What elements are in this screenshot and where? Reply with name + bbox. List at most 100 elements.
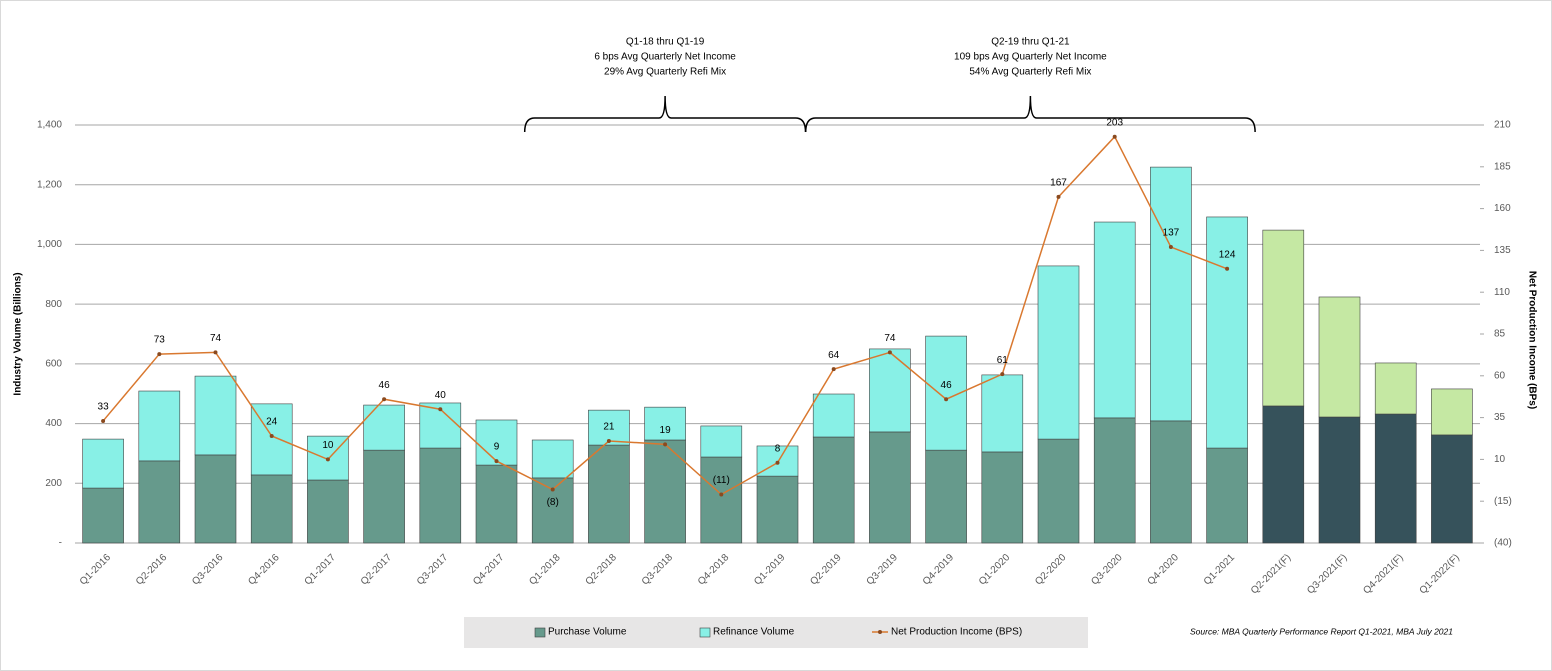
- data-label: 33: [98, 402, 110, 413]
- line-point: [1168, 245, 1173, 250]
- line-point: [944, 397, 949, 402]
- line-point: [157, 352, 162, 357]
- bar: [1037, 265, 1080, 440]
- annotation-text: Q2-19 thru Q1-21: [991, 37, 1070, 48]
- legend-box: [464, 617, 1088, 648]
- bar: [700, 425, 743, 458]
- line-point: [325, 457, 330, 462]
- data-label: 46: [941, 380, 953, 391]
- data-label: 137: [1163, 228, 1180, 239]
- annotation-text: Q1-18 thru Q1-19: [626, 37, 705, 48]
- bracket: [804, 95, 1256, 133]
- data-label: 203: [1106, 117, 1123, 128]
- annotation-text: 29% Avg Quarterly Refi Mix: [604, 67, 726, 78]
- y2-tick-label: (15): [1494, 496, 1512, 507]
- annotation-text: 109 bps Avg Quarterly Net Income: [954, 52, 1107, 63]
- bar: [1374, 362, 1417, 415]
- bracket: [523, 95, 807, 133]
- bar: [1150, 420, 1192, 544]
- data-label: 10: [322, 440, 334, 451]
- bar: [644, 406, 686, 441]
- bar: [1206, 216, 1248, 449]
- bar: [363, 449, 405, 544]
- data-label: 167: [1050, 178, 1067, 189]
- line-point: [887, 350, 892, 355]
- data-label: (11): [713, 475, 730, 486]
- line-point: [831, 367, 836, 372]
- data-label: 124: [1219, 249, 1236, 260]
- y-tick-label: 600: [45, 358, 62, 369]
- y2-tick-label: 185: [1494, 161, 1511, 172]
- bar: [1093, 417, 1136, 544]
- line-point: [1112, 134, 1117, 139]
- data-label: 19: [660, 425, 672, 436]
- bar: [82, 438, 124, 489]
- bar: [1206, 447, 1248, 544]
- line-point: [213, 350, 218, 355]
- bar: [531, 439, 574, 479]
- line-point: [1225, 266, 1230, 271]
- y2-tick-label: 10: [1494, 454, 1506, 465]
- data-label: 74: [210, 333, 222, 344]
- legend-label: Purchase Volume: [548, 627, 627, 638]
- y2-tick-label: 35: [1494, 412, 1506, 423]
- bar: [307, 435, 349, 481]
- bar: [756, 475, 799, 544]
- bar: [1318, 296, 1361, 418]
- bar: [194, 454, 237, 544]
- bar: [869, 431, 911, 544]
- bar: [700, 456, 743, 544]
- data-label: 21: [603, 422, 615, 433]
- annotation-text: 6 bps Avg Quarterly Net Income: [594, 52, 736, 63]
- line-point: [550, 487, 555, 492]
- bar: [981, 451, 1024, 544]
- data-label: 74: [884, 333, 896, 344]
- y-tick-label: 800: [45, 299, 62, 310]
- data-label: 73: [154, 335, 166, 346]
- y-tick-label: 200: [45, 478, 62, 489]
- y-axis-label: Industry Volume (Billions): [13, 272, 24, 395]
- y2-tick-label: 85: [1494, 329, 1506, 340]
- line-point: [663, 442, 668, 447]
- y2-tick-label: 60: [1494, 370, 1506, 381]
- bar: [1431, 388, 1473, 436]
- data-label: 9: [494, 442, 500, 453]
- bar: [250, 474, 293, 544]
- bar: [138, 390, 181, 462]
- data-label: 64: [828, 350, 840, 361]
- bar: [925, 449, 967, 544]
- line-point: [101, 418, 106, 423]
- bar: [475, 464, 518, 544]
- line-point: [606, 439, 611, 444]
- data-label: 24: [266, 417, 278, 428]
- y-tick-label: 1,200: [37, 179, 62, 190]
- bar: [1318, 416, 1361, 544]
- bar: [644, 439, 686, 544]
- line-point: [269, 433, 274, 438]
- y2-axis-label: Net Production Income (BPs): [1526, 271, 1537, 409]
- data-label: 8: [775, 443, 781, 454]
- line-point: [719, 492, 724, 497]
- bar: [419, 447, 462, 544]
- bar: [475, 419, 518, 466]
- annotation-text: 54% Avg Quarterly Refi Mix: [969, 67, 1091, 78]
- bar: [1093, 221, 1136, 419]
- line-point: [438, 407, 443, 412]
- legend-marker: [878, 630, 882, 634]
- y2-tick-label: 210: [1494, 120, 1511, 131]
- legend-label: Refinance Volume: [713, 627, 795, 638]
- y2-tick-label: 110: [1494, 287, 1510, 298]
- y-tick-label: 400: [45, 418, 62, 429]
- bar: [1150, 166, 1192, 422]
- bar: [1262, 405, 1305, 544]
- data-label: 40: [435, 390, 447, 401]
- bar: [588, 444, 630, 544]
- bar: [138, 460, 181, 544]
- bar: [82, 487, 124, 544]
- bar: [1037, 438, 1080, 544]
- data-label: (8): [547, 497, 559, 508]
- y-tick-label: -: [59, 538, 62, 549]
- line-point: [1000, 372, 1005, 377]
- bar: [1431, 434, 1473, 544]
